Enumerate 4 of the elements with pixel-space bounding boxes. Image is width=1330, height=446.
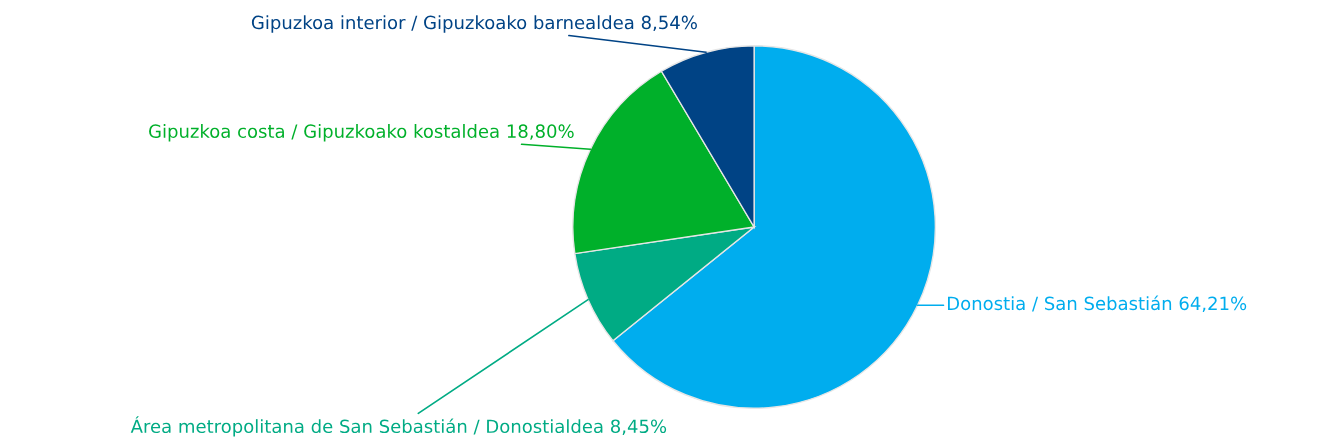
slice-label: Gipuzkoa interior / Gipuzkoako barnealdea 8,54% — [251, 15, 697, 33]
slice-label: Gipuzkoa costa / Gipuzkoako kostaldea 18,80% — [149, 124, 574, 142]
slice-label: Donostia / San Sebastián 64,21% — [948, 295, 1247, 313]
slice-label: Área metropolitana de San Sebastián / Donostialdea 8,45% — [130, 416, 667, 437]
